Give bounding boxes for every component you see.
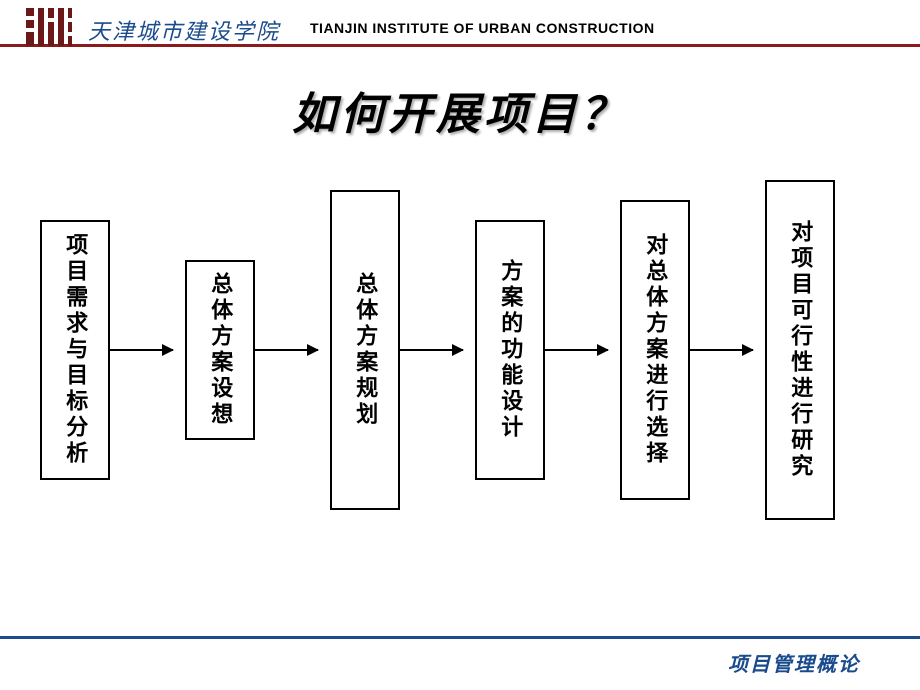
footer-text: 项目管理概论 — [728, 648, 860, 677]
flow-node-n4: 方案的功能设计 — [475, 220, 545, 480]
flow-node-label: 项目需求与目标分析 — [62, 233, 88, 467]
flow-node-n2: 总体方案设想 — [185, 260, 255, 440]
flow-arrow — [400, 349, 463, 351]
flow-node-label: 方案的功能设计 — [497, 259, 523, 441]
flowchart: 项目需求与目标分析 总体方案设想 总体方案规划 方案的功能设计 对总体方案进行选择 对项目… — [40, 180, 880, 520]
flow-node-n5: 对总体方案进行选择 — [620, 200, 690, 500]
flow-node-n3: 总体方案规划 — [330, 190, 400, 510]
flow-node-label: 对总体方案进行选择 — [642, 233, 668, 467]
flow-arrow — [255, 349, 318, 351]
institution-cn-name: 天津城市建设学院 — [88, 14, 280, 46]
flow-node-label: 总体方案规划 — [352, 272, 378, 428]
flow-node-n1: 项目需求与目标分析 — [40, 220, 110, 480]
institution-en-name: TIANJIN INSTITUTE OF URBAN CONSTRUCTION — [310, 20, 655, 36]
flow-arrow — [545, 349, 608, 351]
slide-title: 如何开展项目？ — [0, 78, 920, 142]
footer-divider — [0, 636, 920, 639]
institution-logo — [24, 6, 74, 48]
flow-node-label: 对项目可行性进行研究 — [787, 220, 813, 480]
flow-arrow — [110, 349, 173, 351]
flow-node-label: 总体方案设想 — [207, 272, 233, 428]
flow-node-n6: 对项目可行性进行研究 — [765, 180, 835, 520]
flow-arrow — [690, 349, 753, 351]
